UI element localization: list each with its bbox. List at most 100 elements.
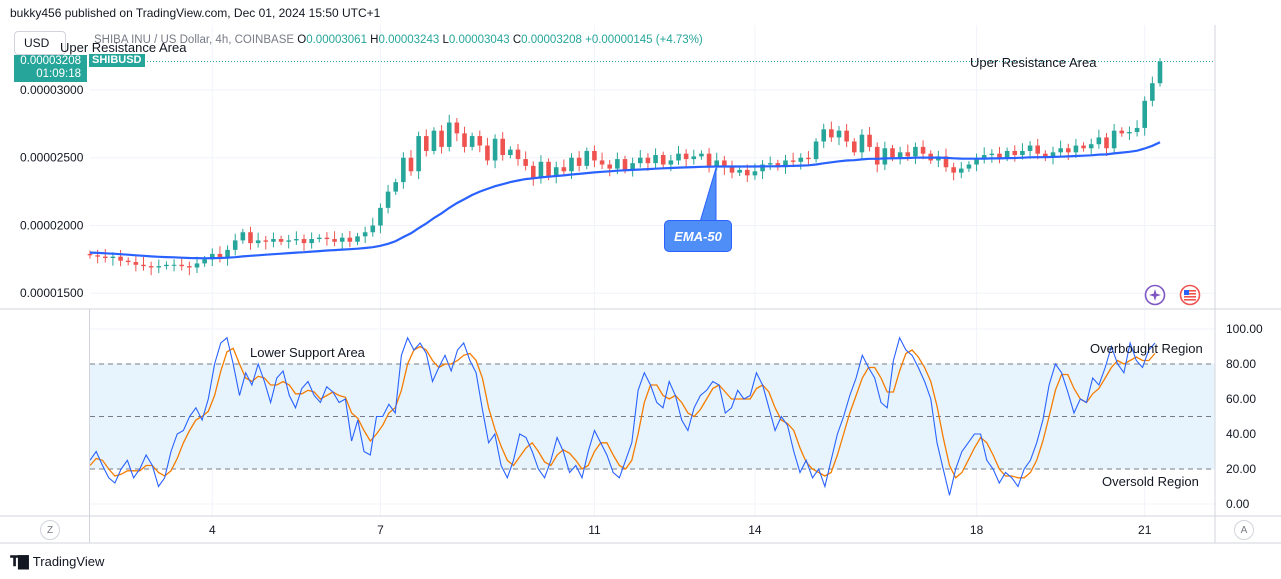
candle-body <box>1088 144 1094 149</box>
candle-body <box>806 157 811 160</box>
candle-body <box>202 259 207 264</box>
open-label: O <box>297 34 307 46</box>
candle-body <box>599 160 605 165</box>
brand-text: TradingView <box>32 554 105 569</box>
tradingview-logo-icon: 𝐓▇ <box>10 553 29 569</box>
time-tick-label: 11 <box>588 523 601 537</box>
candle-body <box>408 157 414 172</box>
symbol-tag: SHIBUSD <box>89 54 145 67</box>
candle-body <box>913 146 918 157</box>
candle-body <box>1081 145 1086 149</box>
candle-body <box>737 169 742 173</box>
candle-body <box>362 232 368 237</box>
candle-body <box>714 160 720 166</box>
candle-body <box>958 168 964 173</box>
candle-body <box>1119 130 1125 134</box>
candle-body <box>722 160 727 168</box>
candle-body <box>660 155 666 165</box>
candle-body <box>309 239 314 244</box>
candle-body <box>515 149 521 160</box>
candle-body <box>385 191 391 208</box>
candle-body <box>217 253 223 258</box>
stoch-tick-label: 20.00 <box>1226 462 1256 476</box>
candle-body <box>141 264 146 267</box>
candle-body <box>829 129 834 138</box>
candle-body <box>523 159 528 166</box>
change-value: +0.00000145 (+4.73%) <box>585 34 703 46</box>
stoch-tick-label: 60.00 <box>1226 392 1256 406</box>
candle-body <box>294 239 299 241</box>
stoch-d-line <box>89 345 1156 479</box>
candle-body <box>775 163 781 168</box>
candle-body <box>1050 152 1056 158</box>
candle-body <box>469 136 475 147</box>
upper-resistance-right-label: Uper Resistance Area <box>970 55 1097 70</box>
candle-body <box>485 145 490 161</box>
candle-body <box>607 164 613 169</box>
candle-body <box>576 157 582 166</box>
candle-body <box>1127 132 1132 134</box>
candle-body <box>248 232 253 244</box>
candle-body <box>156 266 162 268</box>
candle-body <box>125 260 131 263</box>
price-tag-countdown: 01:09:18 <box>36 68 81 80</box>
price-tag-value: 0.00003208 <box>20 55 81 67</box>
time-tick-label: 7 <box>377 523 384 537</box>
candle-body <box>1020 150 1025 156</box>
candle-body <box>1073 145 1079 153</box>
candle-body <box>1004 150 1010 158</box>
candle-body <box>752 171 758 176</box>
candle-body <box>393 182 399 192</box>
candle-body <box>744 169 750 176</box>
close-value: 0.00003208 <box>521 34 582 46</box>
currency-selector[interactable]: USD <box>14 31 66 55</box>
candle-body <box>951 167 956 173</box>
tradingview-logo[interactable]: 𝐓▇ TradingView <box>10 553 104 570</box>
candle-body <box>569 157 574 172</box>
auto-scale-button[interactable]: A <box>1234 520 1254 540</box>
candle-body <box>836 130 842 138</box>
close-label: C <box>512 34 522 46</box>
candle-body <box>164 264 169 267</box>
candle-body <box>637 157 643 164</box>
candle-body <box>439 130 444 147</box>
candle-body <box>1134 127 1140 132</box>
high-value: 0.00003243 <box>378 34 440 46</box>
candle-body <box>370 225 376 233</box>
time-tick-label: 4 <box>209 523 216 537</box>
candle-body <box>966 164 972 169</box>
price-tick-label: 0.00003000 <box>20 83 84 97</box>
us-flag-icon[interactable] <box>1179 284 1201 306</box>
candle-body <box>821 129 827 142</box>
candle-body <box>798 157 804 162</box>
candle-body <box>95 255 100 257</box>
candle-body <box>974 159 979 165</box>
candle-body <box>561 167 567 172</box>
candle-body <box>1150 83 1155 101</box>
candle-body <box>783 160 788 168</box>
price-tick-label: 0.00002500 <box>20 151 84 165</box>
low-label: L <box>442 34 449 46</box>
candle-body <box>278 239 284 242</box>
purple-star-icon[interactable] <box>1144 284 1166 306</box>
candle-body <box>760 164 765 172</box>
time-tick-label: 14 <box>748 523 762 537</box>
candle-body <box>645 157 651 164</box>
candle-body <box>431 130 437 151</box>
stoch-tick-label: 100.00 <box>1226 322 1263 336</box>
publisher-header: bukky456 published on TradingView.com, D… <box>10 6 381 20</box>
candle-body <box>316 237 322 240</box>
candle-body <box>477 136 483 146</box>
candle-body <box>454 122 460 134</box>
candle-body <box>102 256 108 258</box>
candle-body <box>867 134 872 147</box>
price-tag: 0.00003208 01:09:18 <box>14 55 87 82</box>
zoom-button[interactable]: Z <box>40 520 60 540</box>
candle-body <box>813 141 819 160</box>
stoch-k-line <box>89 336 1156 496</box>
candle-body <box>790 160 796 162</box>
stoch-tick-label: 80.00 <box>1226 357 1256 371</box>
candle-body <box>1012 150 1018 156</box>
candle-body <box>553 167 559 177</box>
